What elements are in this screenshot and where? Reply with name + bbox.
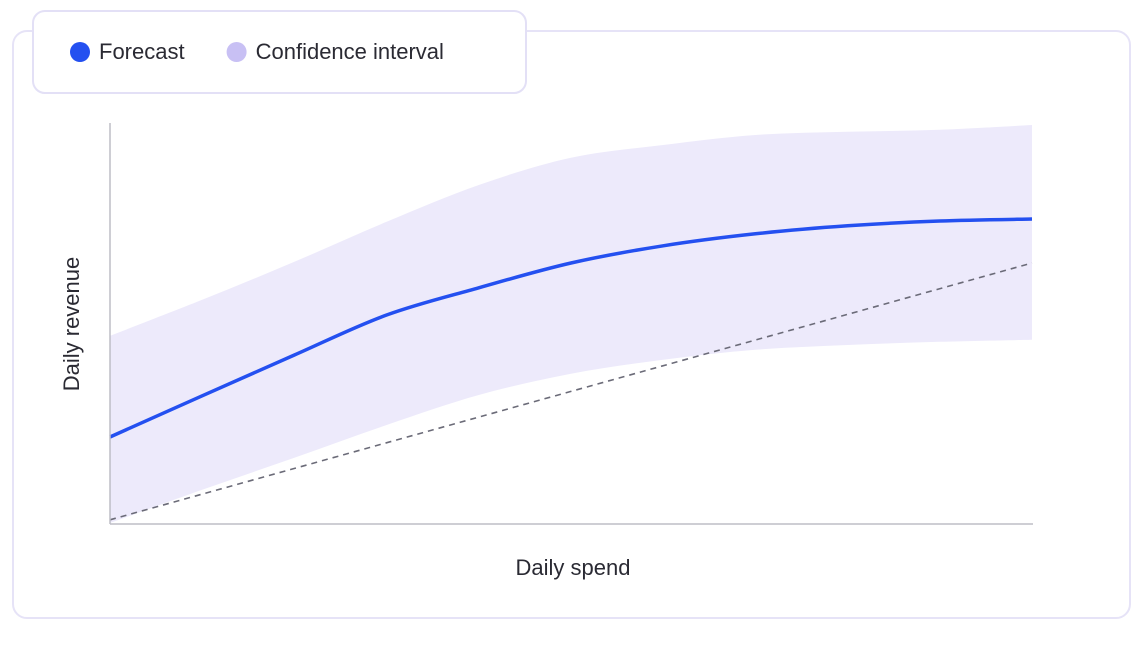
confidence-band: [110, 125, 1032, 523]
legend-items: Forecast Confidence interval: [70, 39, 444, 64]
legend: [32, 10, 527, 94]
legend-marker: [226, 42, 247, 62]
legend-marker: [70, 42, 90, 62]
x-axis-label: Daily spend: [516, 555, 631, 580]
y-axis-label: Daily revenue: [59, 257, 84, 392]
plot-area: [109, 125, 1033, 523]
forecast-line: [109, 217, 1033, 439]
legend-label: Forecast: [99, 39, 185, 64]
reference-line: [109, 262, 1033, 521]
legend-label: Confidence interval: [256, 39, 444, 64]
